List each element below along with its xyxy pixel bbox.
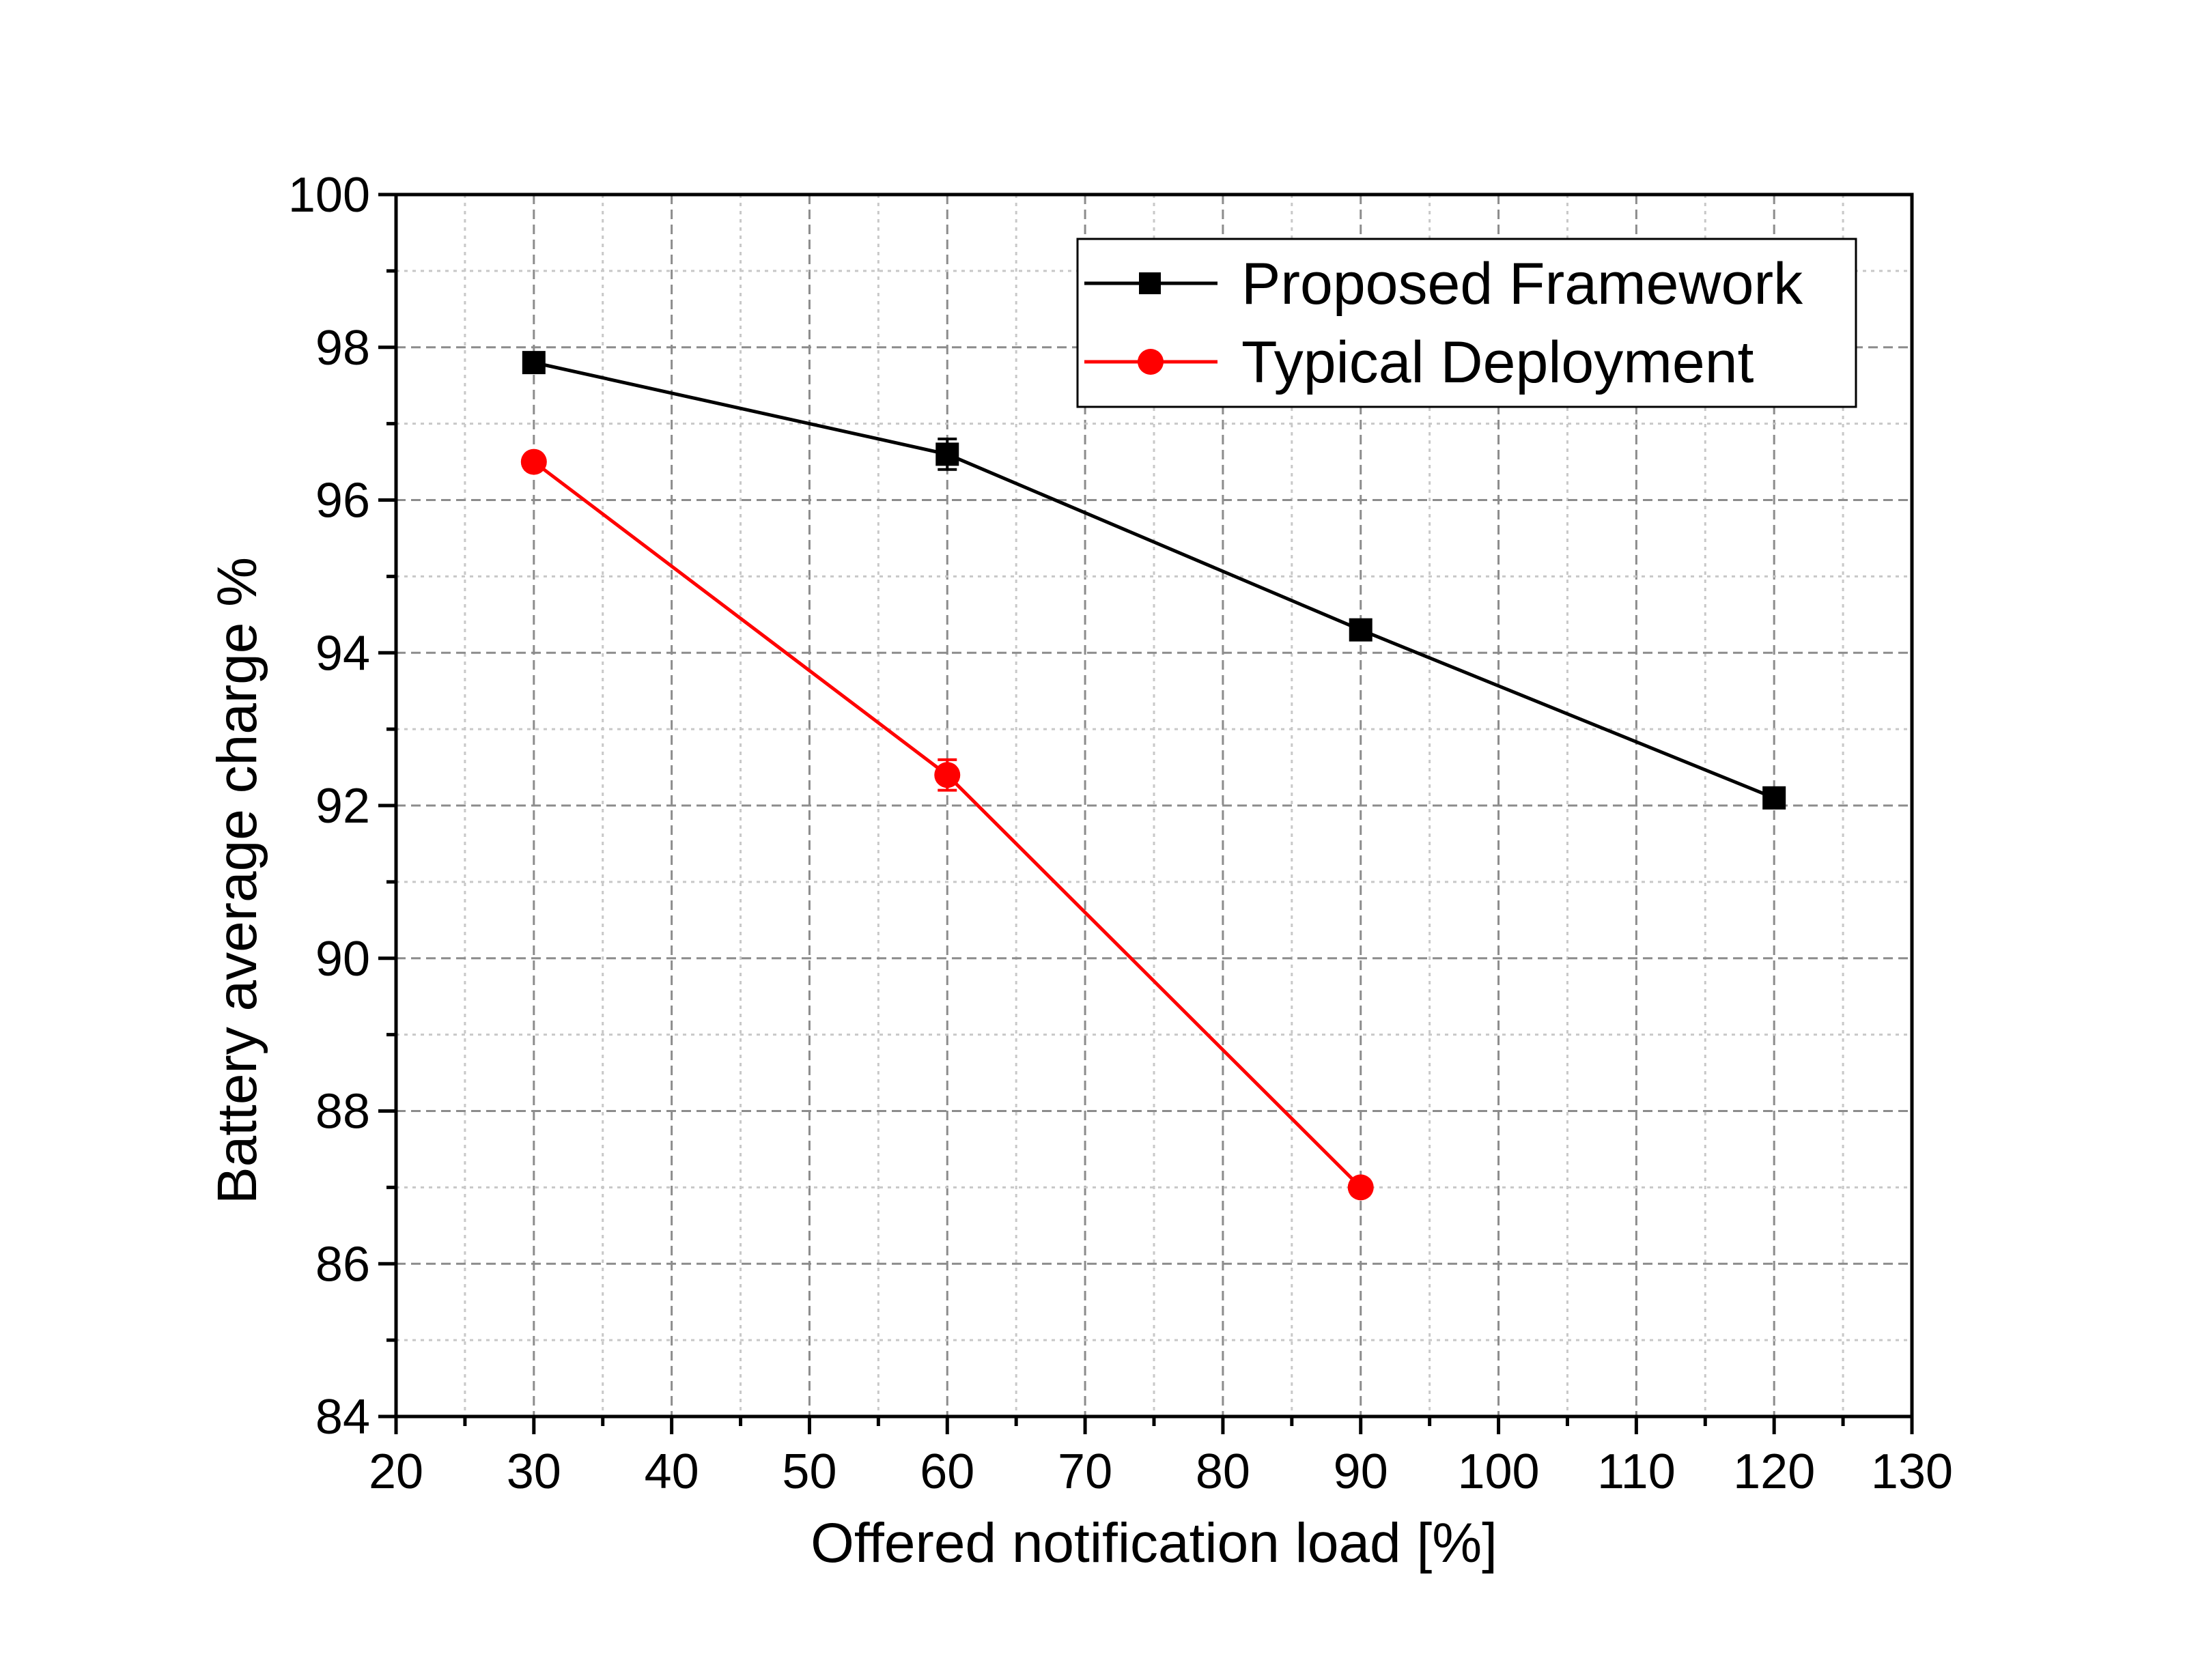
legend-label: Proposed Framework [1241,251,1803,317]
y-tick-label: 100 [288,168,370,223]
data-series [520,351,1786,1201]
legend-item: Proposed Framework [1084,251,1803,317]
y-tick-label: 86 [315,1237,370,1292]
axis-ticks [378,193,1914,1434]
x-tick-label: 80 [1196,1444,1250,1499]
data-point-square [1349,618,1372,642]
x-tick-label: 50 [782,1444,836,1499]
legend-item: Typical Deployment [1084,330,1754,395]
series-2 [520,449,1374,1201]
x-tick-label: 110 [1597,1444,1676,1499]
data-point-square [1762,786,1786,810]
y-axis-tick-labels: 84 86 88 90 92 94 96 98 100 [288,168,370,1444]
legend: Proposed Framework Typical Deployment [1076,238,1857,408]
y-tick-label: 94 [315,626,370,681]
x-tick-label: 70 [1058,1444,1112,1499]
series-1 [522,351,1786,810]
y-tick-label: 84 [315,1390,370,1444]
y-axis-title: Battery average charge % [206,557,268,1204]
legend-marker-square [1139,272,1161,294]
data-point-circle [1347,1174,1374,1201]
y-tick-label: 96 [315,474,370,528]
x-tick-label: 20 [369,1444,423,1499]
x-axis-tick-labels: 20 30 40 50 60 70 80 90 100 110 120 130 [369,1444,1953,1499]
legend-box [1076,238,1857,408]
data-point-circle [934,762,961,788]
x-tick-label: 100 [1457,1444,1539,1499]
x-tick-label: 40 [645,1444,699,1499]
y-tick-label: 88 [315,1085,370,1139]
x-tick-label: 60 [920,1444,974,1499]
y-tick-label: 92 [315,779,370,834]
x-tick-label: 120 [1733,1444,1815,1499]
legend-label: Typical Deployment [1241,330,1754,395]
x-tick-label: 90 [1334,1444,1388,1499]
legend-marker-circle [1138,349,1164,375]
grid [396,195,1912,1416]
x-tick-label: 130 [1871,1444,1953,1499]
y-tick-label: 98 [315,321,370,375]
x-tick-label: 30 [507,1444,561,1499]
series-line [533,360,1775,800]
y-tick-label: 90 [315,932,370,986]
data-point-circle [520,449,547,475]
data-point-square [935,442,959,466]
data-point-square [522,351,546,375]
x-axis-title: Offered notification load [%] [811,1512,1497,1574]
